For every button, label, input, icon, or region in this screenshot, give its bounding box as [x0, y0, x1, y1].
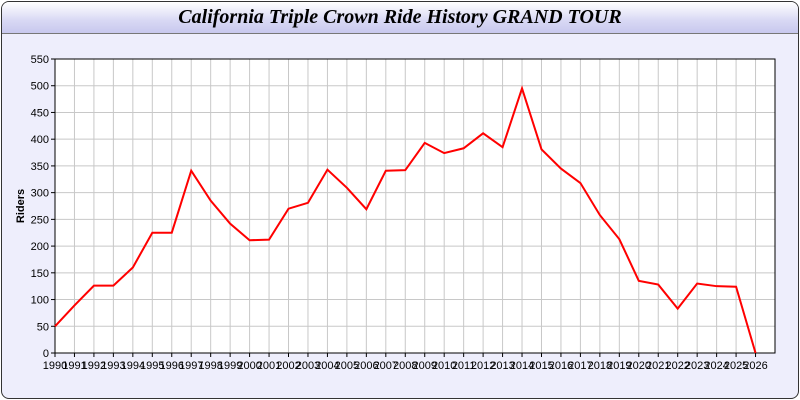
x-tick-label: 2025	[724, 360, 748, 372]
x-tick-label: 2012	[471, 360, 495, 372]
x-tick-label: 2021	[646, 360, 670, 372]
x-tick-label: 2019	[607, 360, 631, 372]
chart-title: California Triple Crown Ride History GRA…	[178, 6, 622, 28]
y-tick-label: 350	[31, 161, 49, 173]
x-tick-label: 2006	[354, 360, 378, 372]
y-tick-label: 450	[31, 107, 49, 119]
x-tick-label: 2020	[627, 360, 651, 372]
x-tick-label: 1991	[62, 360, 86, 372]
y-axis-label: Riders	[15, 189, 27, 223]
x-tick-label: 2017	[568, 360, 592, 372]
x-tick-label: 2023	[685, 360, 709, 372]
y-tick-label: 400	[31, 134, 49, 146]
y-tick-label: 0	[43, 348, 49, 360]
plot-area	[55, 59, 775, 353]
title-bar: California Triple Crown Ride History GRA…	[2, 2, 798, 34]
x-tick-label: 1992	[82, 360, 106, 372]
x-tick-label: 1997	[179, 360, 203, 372]
x-tick-label: 2016	[549, 360, 573, 372]
x-tick-label: 2004	[315, 360, 339, 372]
y-tick-label: 150	[31, 268, 49, 280]
x-tick-label: 2007	[374, 360, 398, 372]
x-tick-label: 1996	[160, 360, 184, 372]
x-tick-label: 1994	[121, 360, 145, 372]
x-tick-label: 1998	[198, 360, 222, 372]
x-tick-label: 2003	[296, 360, 320, 372]
x-tick-label: 2010	[432, 360, 456, 372]
x-tick-label: 1995	[140, 360, 164, 372]
x-tick-label: 2018	[588, 360, 612, 372]
y-tick-label: 550	[31, 54, 49, 66]
y-tick-label: 200	[31, 241, 49, 253]
plot-border	[54, 58, 776, 354]
x-tick-label: 2002	[276, 360, 300, 372]
y-tick-label: 250	[31, 214, 49, 226]
x-tick-label: 2008	[393, 360, 417, 372]
x-tick-label: 2000	[237, 360, 261, 372]
x-tick-label: 2005	[335, 360, 359, 372]
x-tick-label: 2022	[665, 360, 689, 372]
y-tick-label: 500	[31, 81, 49, 93]
x-tick-label: 2013	[490, 360, 514, 372]
x-tick-label: 2026	[743, 360, 767, 372]
y-tick-label: 50	[37, 321, 49, 333]
x-tick-label: 1993	[101, 360, 125, 372]
x-tick-label: 2001	[257, 360, 281, 372]
x-tick-label: 2011	[452, 360, 476, 372]
x-tick-label: 1999	[218, 360, 242, 372]
x-tick-label: 2024	[704, 360, 728, 372]
x-tick-label: 2009	[412, 360, 436, 372]
x-tick-label: 1990	[43, 360, 67, 372]
x-tick-label: 2015	[529, 360, 553, 372]
y-tick-label: 300	[31, 188, 49, 200]
x-tick-label: 2014	[510, 360, 534, 372]
y-tick-label: 100	[31, 295, 49, 307]
